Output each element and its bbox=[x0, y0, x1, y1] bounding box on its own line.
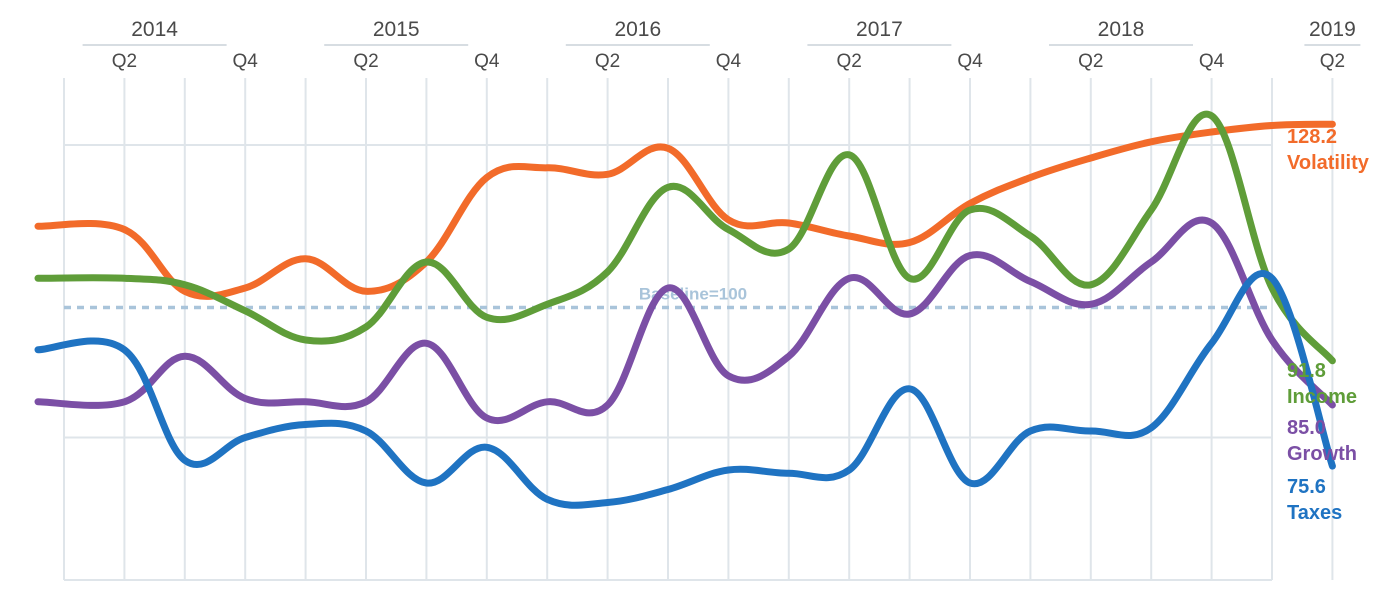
end-value-label: 91.8 bbox=[1287, 360, 1326, 382]
quarter-tick-label: Q4 bbox=[1199, 51, 1225, 72]
quarter-tick-label: Q2 bbox=[595, 51, 620, 72]
series-line-volatility bbox=[34, 120, 1336, 300]
x-axis: 2014 2015 2016 2017 2018 2019 Q2 Q4 Q2 Q4 Q2 Q4 Q2 Q4… bbox=[82, 18, 1361, 72]
grid bbox=[63, 78, 1334, 581]
end-labels: 128.2 Volatility 91.8 Income 85.0 Growth 75.6 T… bbox=[1287, 126, 1370, 524]
series-line-taxes bbox=[34, 270, 1336, 509]
series-name-label: Volatility bbox=[1287, 152, 1370, 174]
end-value-label: 85.0 bbox=[1287, 417, 1326, 439]
quarter-tick-label: Q2 bbox=[353, 51, 378, 72]
series-lines bbox=[34, 110, 1336, 509]
end-value-label: 128.2 bbox=[1287, 126, 1337, 148]
series-name-label: Growth bbox=[1287, 443, 1357, 465]
quarter-tick-label: Q2 bbox=[837, 51, 862, 72]
year-label: 2018 bbox=[1098, 18, 1145, 41]
series-line-income bbox=[34, 110, 1336, 365]
year-label: 2015 bbox=[373, 18, 420, 41]
year-label: 2017 bbox=[856, 18, 903, 41]
quarter-tick-label: Q4 bbox=[957, 51, 983, 72]
series-name-label: Taxes bbox=[1287, 502, 1342, 524]
quarter-tick-label: Q2 bbox=[1320, 51, 1345, 72]
quarter-tick-label: Q4 bbox=[474, 51, 500, 72]
quarter-tick-label: Q4 bbox=[716, 51, 742, 72]
series-name-label: Income bbox=[1287, 386, 1357, 408]
quarter-tick-label: Q4 bbox=[233, 51, 259, 72]
quarter-tick-label: Q2 bbox=[112, 51, 137, 72]
quarter-tick-label: Q2 bbox=[1078, 51, 1103, 72]
year-label: 2014 bbox=[131, 18, 178, 41]
year-label: 2016 bbox=[614, 18, 661, 41]
end-value-label: 75.6 bbox=[1287, 476, 1326, 498]
series-line-growth bbox=[34, 216, 1336, 424]
year-label: 2019 bbox=[1309, 18, 1356, 41]
